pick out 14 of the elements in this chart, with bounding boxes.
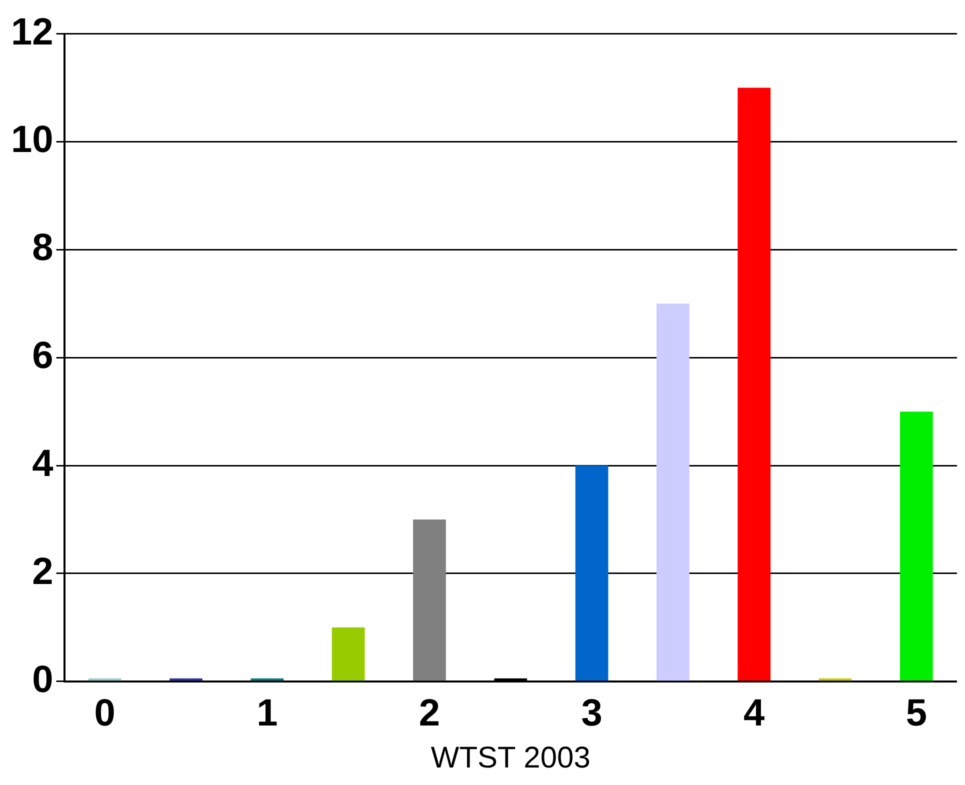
x-axis-title: WTST 2003 <box>430 741 590 774</box>
x-tick-label: 2 <box>418 692 440 735</box>
y-tick-label: 10 <box>10 119 54 162</box>
y-tick-label: 12 <box>10 11 54 54</box>
y-tick-label: 0 <box>32 658 54 701</box>
y-tick-label: 8 <box>32 227 54 270</box>
x-tick-label: 4 <box>744 692 765 735</box>
x-tick-label: 5 <box>906 692 927 735</box>
x-tick-label: 1 <box>256 692 278 735</box>
y-tick-label: 4 <box>32 443 54 486</box>
y-tick-label: 6 <box>32 335 54 378</box>
x-tick-label: 0 <box>94 692 116 735</box>
y-tick-label: 2 <box>32 550 54 593</box>
x-tick-label: 3 <box>581 692 602 735</box>
